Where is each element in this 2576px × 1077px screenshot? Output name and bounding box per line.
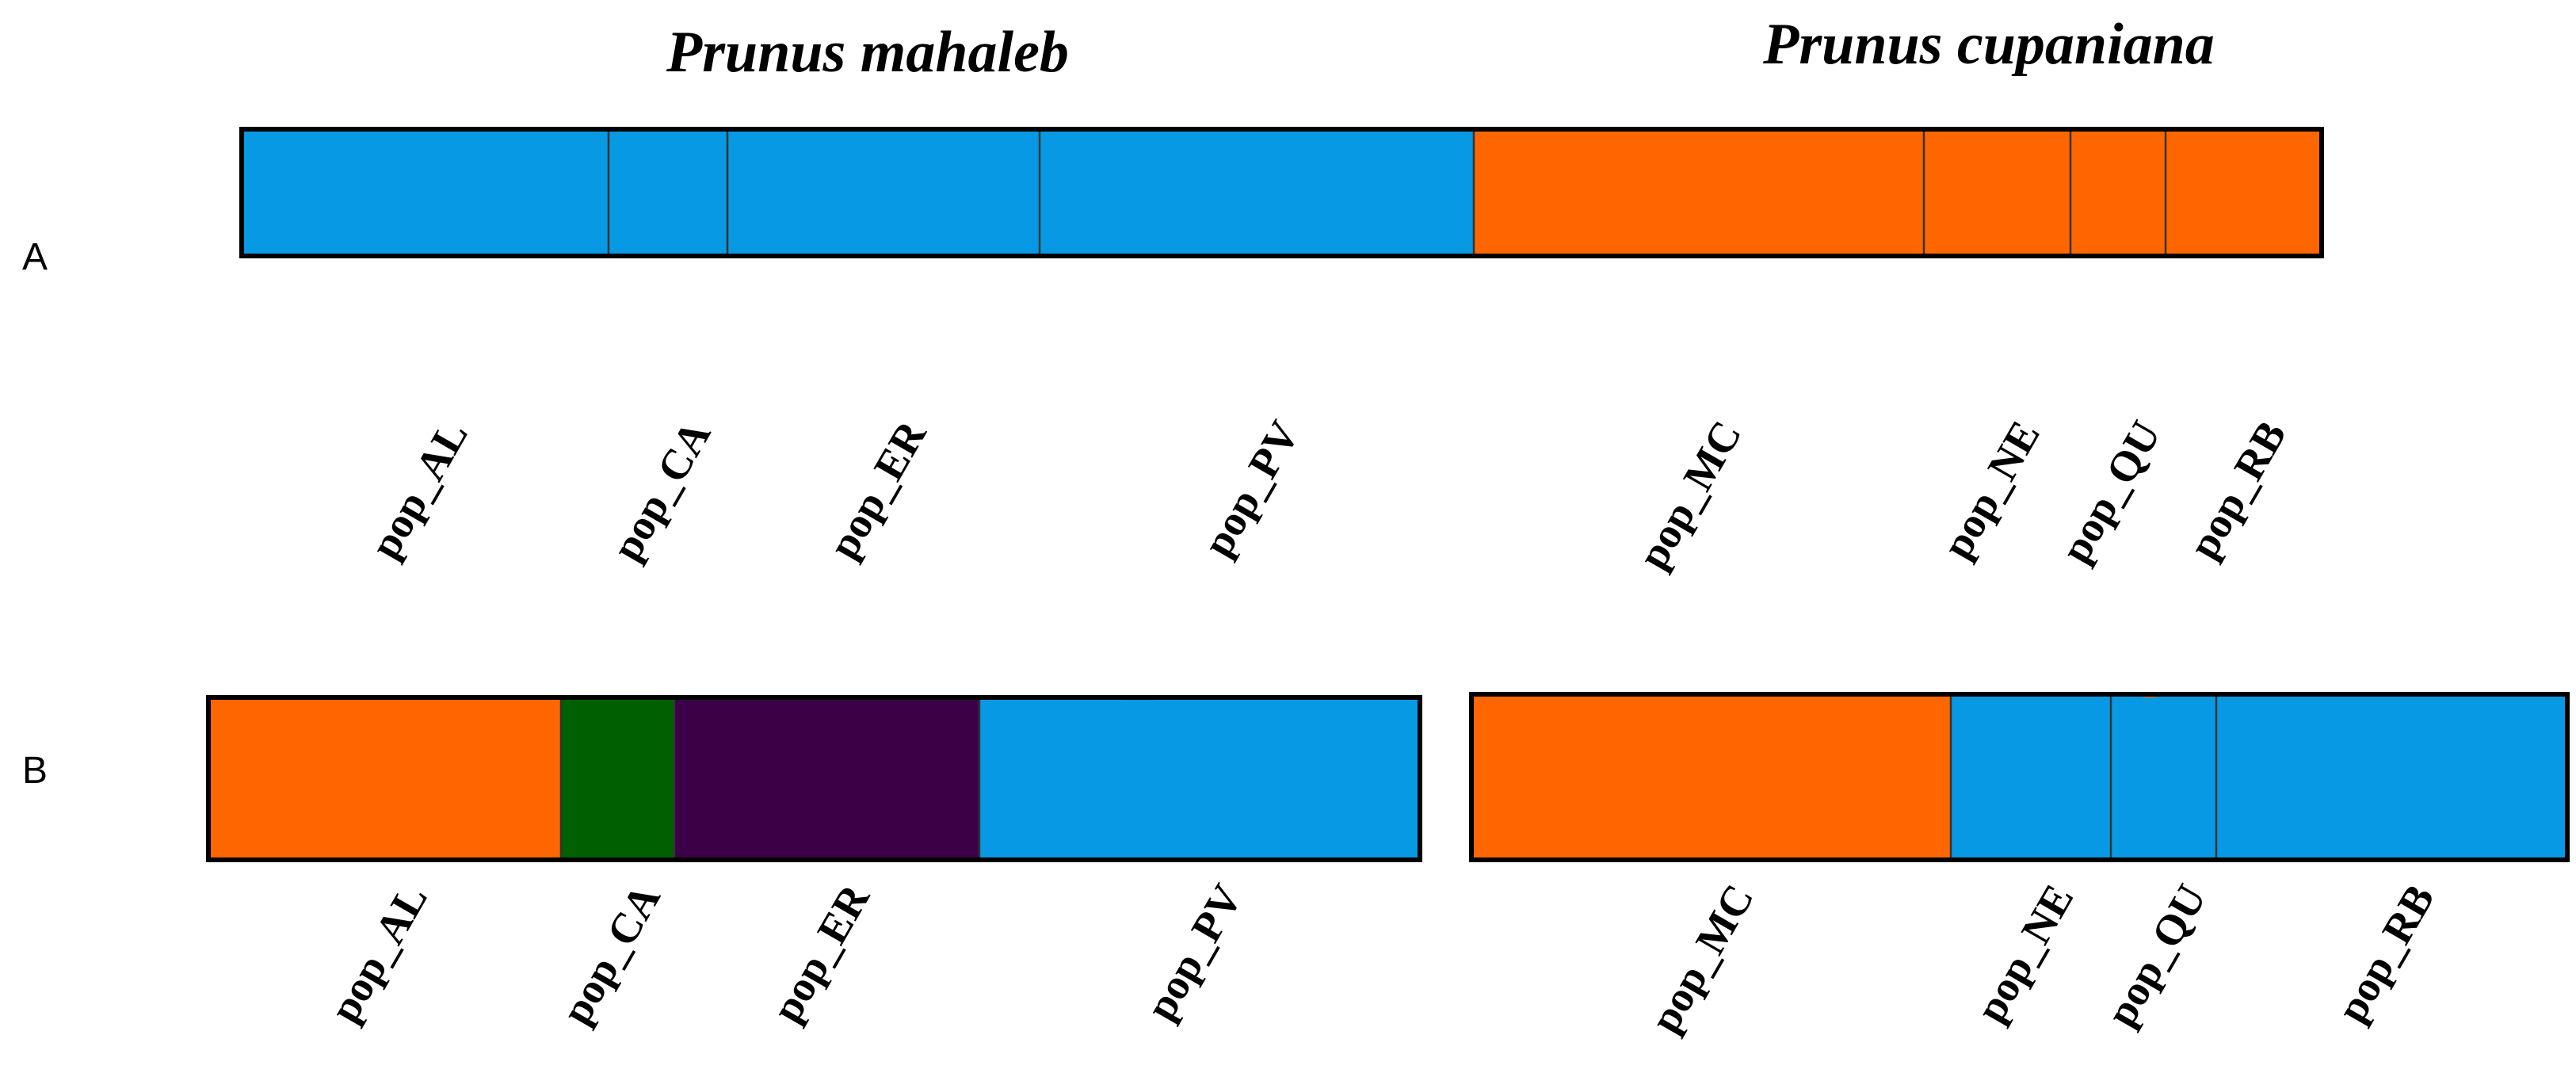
- bar-segment-pop_CA-blue: [609, 129, 727, 256]
- bar-segment-pop_QU-blue: [2111, 694, 2216, 860]
- population-label-pop_CA: pop_CA: [602, 413, 719, 568]
- bar-segment-pop_RB-blue: [2216, 694, 2567, 860]
- plot-frame: [239, 127, 2324, 258]
- population-label-pop_ER: pop_ER: [819, 412, 936, 567]
- bar-segment-pop_NE-blue: [1951, 694, 2111, 860]
- population-label-pop_RB: pop_RB: [2327, 876, 2444, 1030]
- population-label-pop_CA: pop_CA: [552, 876, 670, 1032]
- panel-label-a: A: [22, 236, 48, 278]
- panel-a-bar-plot: pop_AL pop_CA pop_ER pop_PV pop_MC pop_NE pop_…: [239, 127, 2324, 577]
- bar-segment-pop_PV-blue: [1040, 129, 1474, 256]
- bar-segment-pop_RB-orange: [2166, 129, 2322, 256]
- bar-segment-pop_MC-orange: [1471, 694, 1951, 860]
- bar-segment-pop_MC-orange: [1474, 129, 1924, 256]
- bar-segment-pop_QU-orange: [2070, 129, 2166, 256]
- plot-frame: [206, 695, 1422, 862]
- population-label-pop_QU: pop_QU: [2051, 413, 2170, 571]
- bar-segment-pop_PV-blue: [979, 697, 1420, 860]
- population-label-pop_NE: pop_NE: [1933, 413, 2049, 567]
- plot-frame: [1469, 692, 2570, 862]
- panel-b-cupaniana-bar-plot: pop_MC pop_NE pop_QU pop_RB: [1469, 692, 2570, 1041]
- bar-segment-pop_AL-orange: [208, 697, 561, 860]
- population-label-pop_AL: pop_AL: [320, 876, 437, 1030]
- bar-segment-pop_NE-orange: [1924, 129, 2070, 256]
- bar-segment-pop_ER-purple: [674, 697, 979, 860]
- bar-segment-pop_CA-green: [561, 697, 674, 860]
- species-title-cupaniana: Prunus cupaniana: [1762, 12, 2215, 77]
- population-label-pop_PV: pop_PV: [1136, 876, 1251, 1028]
- bar-segment-pop_ER-blue: [727, 129, 1040, 256]
- population-label-pop_ER: pop_ER: [762, 876, 879, 1030]
- population-label-pop_MC: pop_MC: [1628, 413, 1750, 577]
- species-title-mahaleb: Prunus mahaleb: [666, 20, 1069, 85]
- bar-segment-pop_AL-blue: [242, 129, 609, 256]
- population-label-pop_RB: pop_RB: [2179, 413, 2296, 567]
- population-label-pop_QU: pop_QU: [2097, 876, 2215, 1034]
- panel-label-b: B: [22, 750, 48, 792]
- population-label-pop_NE: pop_NE: [1967, 876, 2083, 1030]
- population-label-pop_PV: pop_PV: [1193, 413, 1308, 564]
- population-label-pop_AL: pop_AL: [361, 413, 477, 567]
- panel-b-mahaleb-bar-plot: pop_AL pop_CA pop_ER pop_PV: [206, 695, 1422, 1032]
- population-label-pop_MC: pop_MC: [1641, 876, 1763, 1041]
